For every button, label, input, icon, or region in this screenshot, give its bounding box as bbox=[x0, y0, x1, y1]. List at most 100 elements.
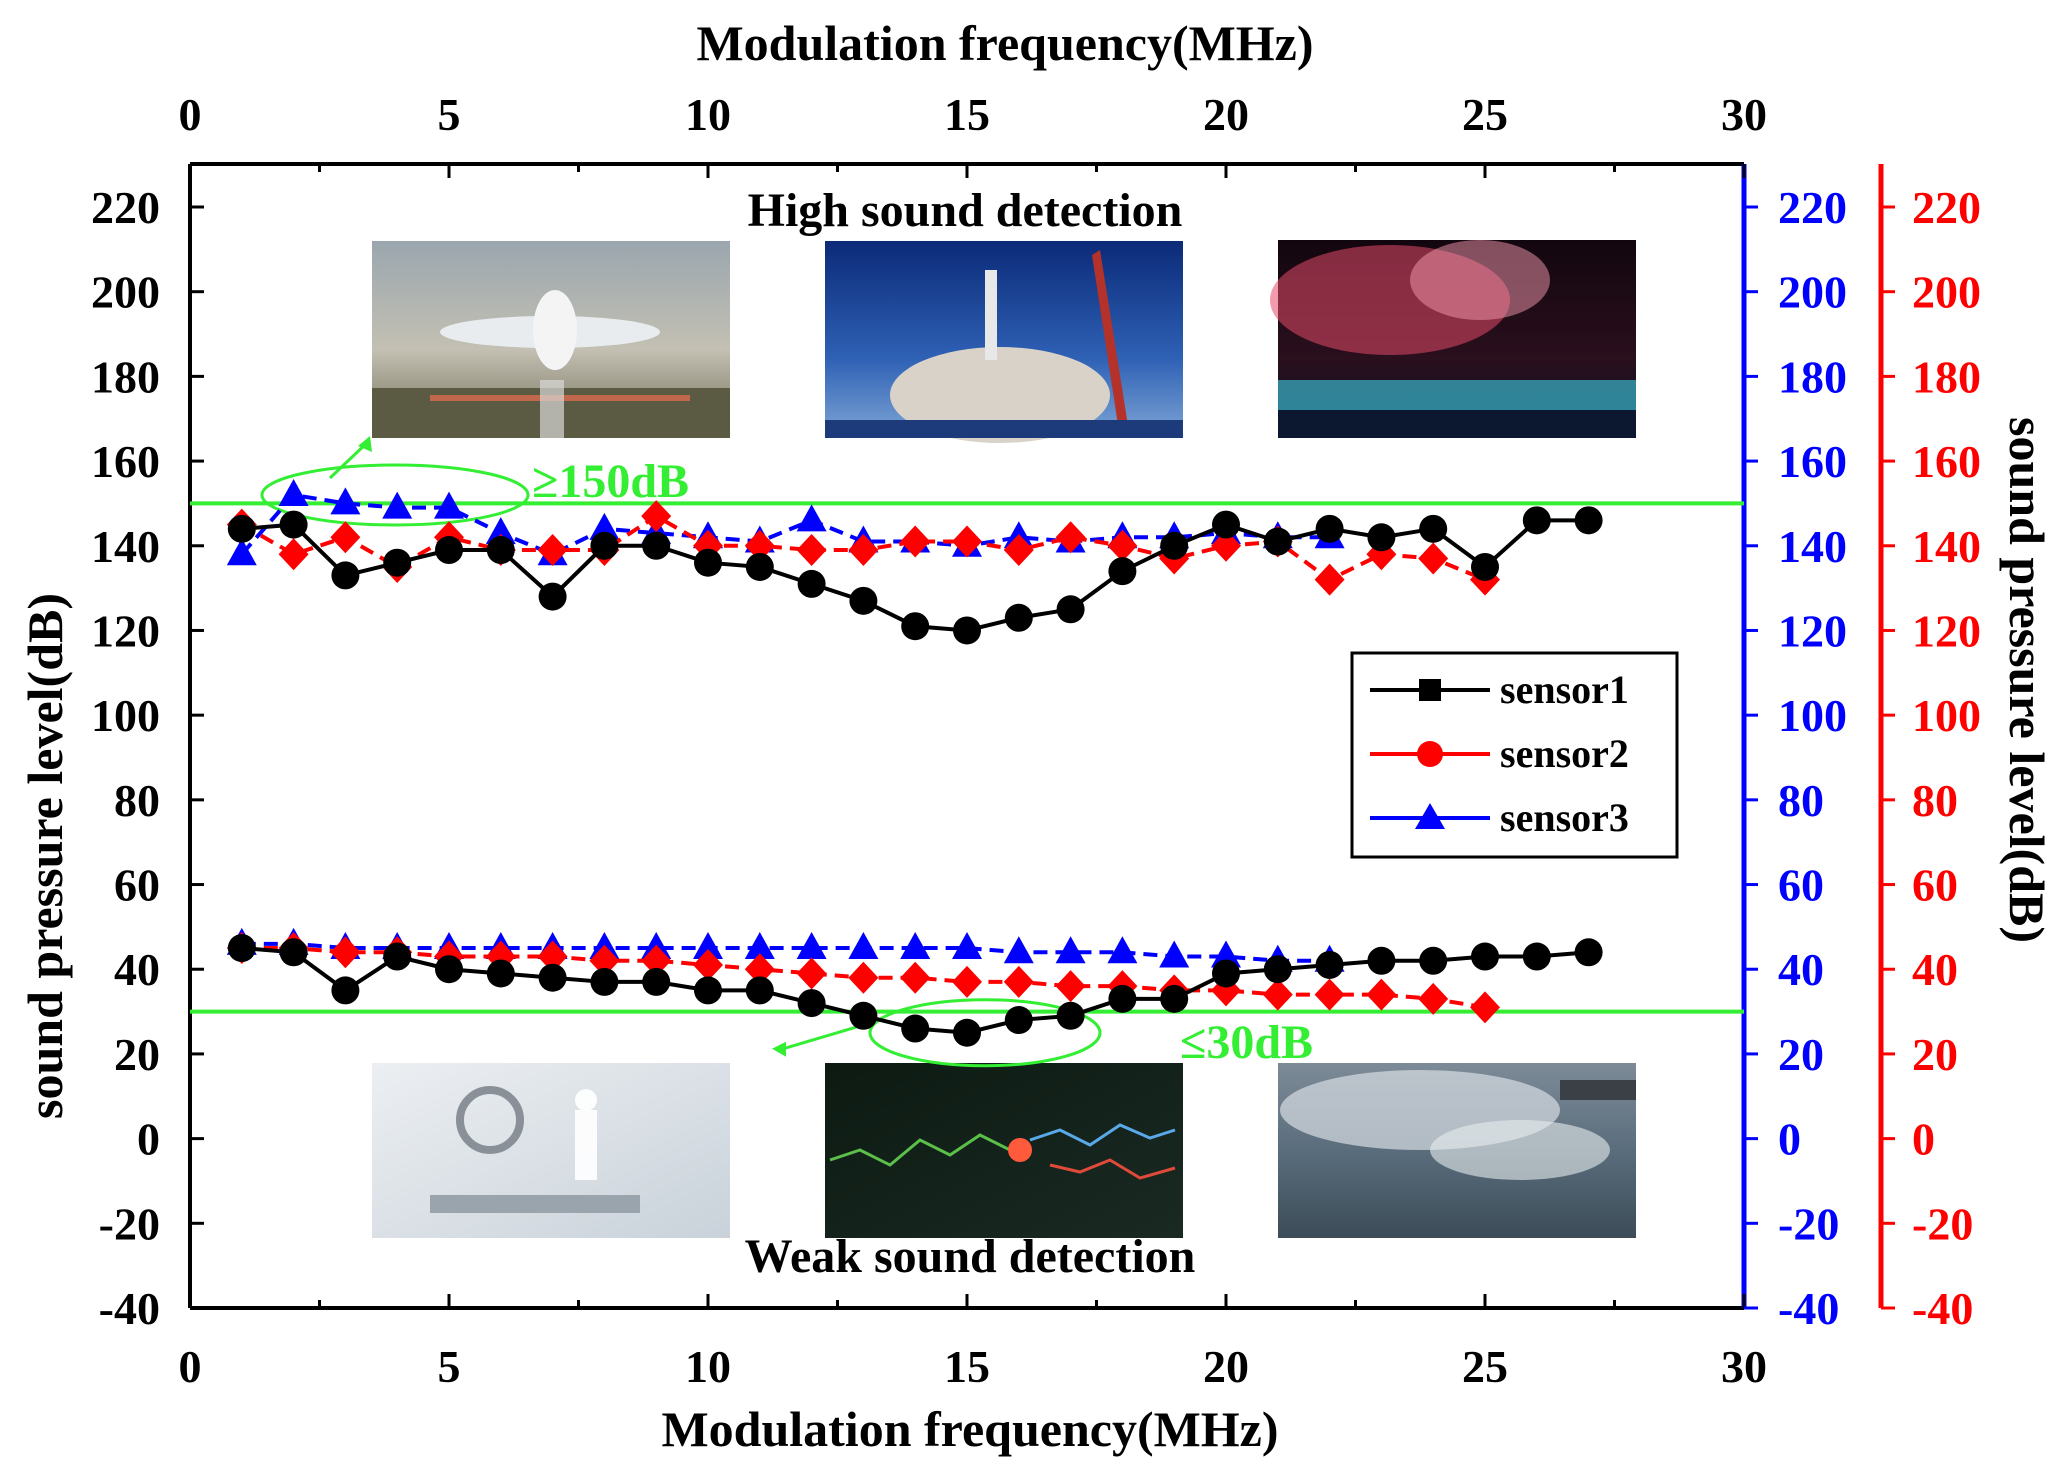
y-tick-label-red: 20 bbox=[1912, 1029, 1958, 1080]
data-point-sensor1 bbox=[1522, 506, 1551, 535]
y-tick-label-left: 40 bbox=[114, 944, 160, 995]
data-point-sensor2 bbox=[1418, 542, 1449, 575]
data-point-sensor1 bbox=[331, 976, 360, 1005]
y-tick-label-red: -40 bbox=[1912, 1283, 1973, 1334]
y-tick-label-red: 40 bbox=[1912, 944, 1958, 995]
data-point-sensor1 bbox=[1160, 531, 1189, 560]
data-point-sensor1 bbox=[849, 1001, 878, 1030]
data-point-sensor1 bbox=[383, 942, 412, 971]
y-tick-label-left: 160 bbox=[91, 436, 160, 487]
data-point-sensor2 bbox=[330, 521, 361, 554]
y-tick-label-left: -20 bbox=[99, 1198, 160, 1249]
data-point-sensor2 bbox=[537, 534, 568, 567]
data-point-sensor2 bbox=[900, 525, 931, 558]
legend-marker-sensor3 bbox=[1415, 803, 1445, 829]
data-point-sensor1 bbox=[435, 955, 463, 984]
data-point-sensor1 bbox=[331, 561, 360, 590]
data-point-sensor1 bbox=[1522, 942, 1551, 971]
legend: sensor1 sensor2 sensor3 bbox=[1350, 651, 1679, 859]
data-point-sensor2 bbox=[641, 944, 672, 977]
airplane-photo bbox=[372, 241, 730, 438]
data-point-sensor3 bbox=[900, 932, 931, 960]
data-point-sensor2 bbox=[278, 538, 309, 571]
data-point-sensor1 bbox=[694, 548, 722, 577]
data-point-sensor2 bbox=[1418, 982, 1449, 1015]
y-tick-label-red: 60 bbox=[1912, 860, 1958, 911]
rocket-launch-photo bbox=[825, 241, 1183, 443]
data-point-sensor1 bbox=[797, 569, 826, 598]
data-point-sensor1 bbox=[1263, 527, 1292, 556]
x-tick-label-bottom: 30 bbox=[1721, 1341, 1767, 1392]
data-point-sensor1 bbox=[1367, 946, 1396, 975]
threshold-label-30: ≤30dB bbox=[1180, 1016, 1313, 1069]
y-tick-label-left: 200 bbox=[91, 267, 160, 318]
data-point-sensor3 bbox=[1159, 940, 1190, 968]
y-tick-label-left: 180 bbox=[91, 351, 160, 402]
data-point-sensor1 bbox=[590, 967, 619, 996]
data-point-sensor1 bbox=[227, 514, 256, 543]
data-point-sensor1 bbox=[1004, 603, 1033, 632]
data-point-sensor2 bbox=[1055, 970, 1086, 1003]
ocean-wave-photo bbox=[1278, 1063, 1636, 1238]
data-point-sensor3 bbox=[226, 538, 257, 566]
data-point-sensor2 bbox=[1314, 563, 1345, 596]
data-point-sensor1 bbox=[486, 959, 515, 988]
legend-entry-sensor2: sensor2 bbox=[1370, 731, 1629, 776]
data-point-sensor1 bbox=[953, 616, 981, 645]
data-point-sensor2 bbox=[693, 948, 723, 981]
y-tick-label-blue: 120 bbox=[1778, 605, 1847, 656]
y-tick-label-red: 220 bbox=[1912, 182, 1981, 233]
y-tick-label-blue: 0 bbox=[1778, 1114, 1801, 1165]
data-point-sensor1 bbox=[797, 989, 826, 1018]
data-point-sensor1 bbox=[1367, 523, 1396, 552]
data-point-sensor3 bbox=[278, 478, 309, 506]
data-point-sensor2 bbox=[952, 965, 982, 998]
y-tick-label-left: 220 bbox=[91, 182, 160, 233]
data-point-sensor1 bbox=[1212, 959, 1240, 988]
data-point-sensor2 bbox=[1262, 978, 1293, 1011]
legend-marker-sensor2 bbox=[1417, 741, 1443, 767]
data-point-sensor1 bbox=[642, 531, 671, 560]
data-point-sensor2 bbox=[744, 529, 775, 562]
data-point-sensor1 bbox=[1315, 514, 1344, 543]
data-point-sensor2 bbox=[1211, 529, 1241, 562]
highlight-ellipse-high bbox=[260, 463, 530, 527]
data-point-sensor2 bbox=[952, 525, 982, 558]
x-axis-title: Modulation frequency(MHz) bbox=[661, 1401, 1278, 1457]
data-point-sensor1 bbox=[1160, 984, 1189, 1013]
data-point-sensor2 bbox=[641, 500, 672, 533]
data-point-sensor3 bbox=[1107, 936, 1138, 964]
data-point-sensor3 bbox=[330, 487, 361, 515]
data-point-sensor3 bbox=[744, 932, 775, 960]
x-tick-label-bottom: 25 bbox=[1462, 1341, 1508, 1392]
x-tick-label-top: 5 bbox=[438, 89, 461, 140]
data-point-sensor1 bbox=[1108, 984, 1137, 1013]
y-axis-title-left: sound pressure level(dB) bbox=[17, 593, 73, 1119]
data-point-sensor2 bbox=[1470, 991, 1500, 1024]
pointer-arrowhead-high bbox=[358, 436, 372, 452]
data-point-sensor1 bbox=[538, 582, 567, 611]
data-point-sensor3 bbox=[796, 504, 827, 532]
data-point-sensor1 bbox=[901, 612, 930, 641]
x-tick-label-top: 15 bbox=[944, 89, 990, 140]
legend-marker-sensor1 bbox=[1419, 679, 1441, 701]
legend-label-sensor2: sensor2 bbox=[1500, 731, 1629, 776]
y-tick-label-red: 0 bbox=[1912, 1114, 1935, 1165]
data-point-sensor1 bbox=[227, 934, 256, 963]
medical-stethoscope-photo bbox=[372, 1063, 730, 1238]
data-point-sensor3 bbox=[1211, 940, 1241, 968]
y-tick-label-red: 180 bbox=[1912, 351, 1981, 402]
data-point-sensor2 bbox=[537, 940, 568, 973]
data-point-sensor3 bbox=[1003, 936, 1034, 964]
data-point-sensor2 bbox=[1055, 521, 1086, 554]
y-tick-label-left: 20 bbox=[114, 1029, 160, 1080]
x-tick-label-top: 0 bbox=[179, 89, 202, 140]
data-point-sensor1 bbox=[1419, 946, 1448, 975]
data-point-sensor3 bbox=[1055, 936, 1086, 964]
data-point-sensor2 bbox=[744, 953, 775, 986]
data-point-sensor2 bbox=[330, 936, 361, 969]
sound-wave-photo bbox=[825, 1063, 1183, 1238]
data-point-sensor3 bbox=[589, 512, 620, 540]
data-point-sensor1 bbox=[1471, 942, 1499, 971]
y-tick-label-blue: 100 bbox=[1778, 690, 1847, 741]
